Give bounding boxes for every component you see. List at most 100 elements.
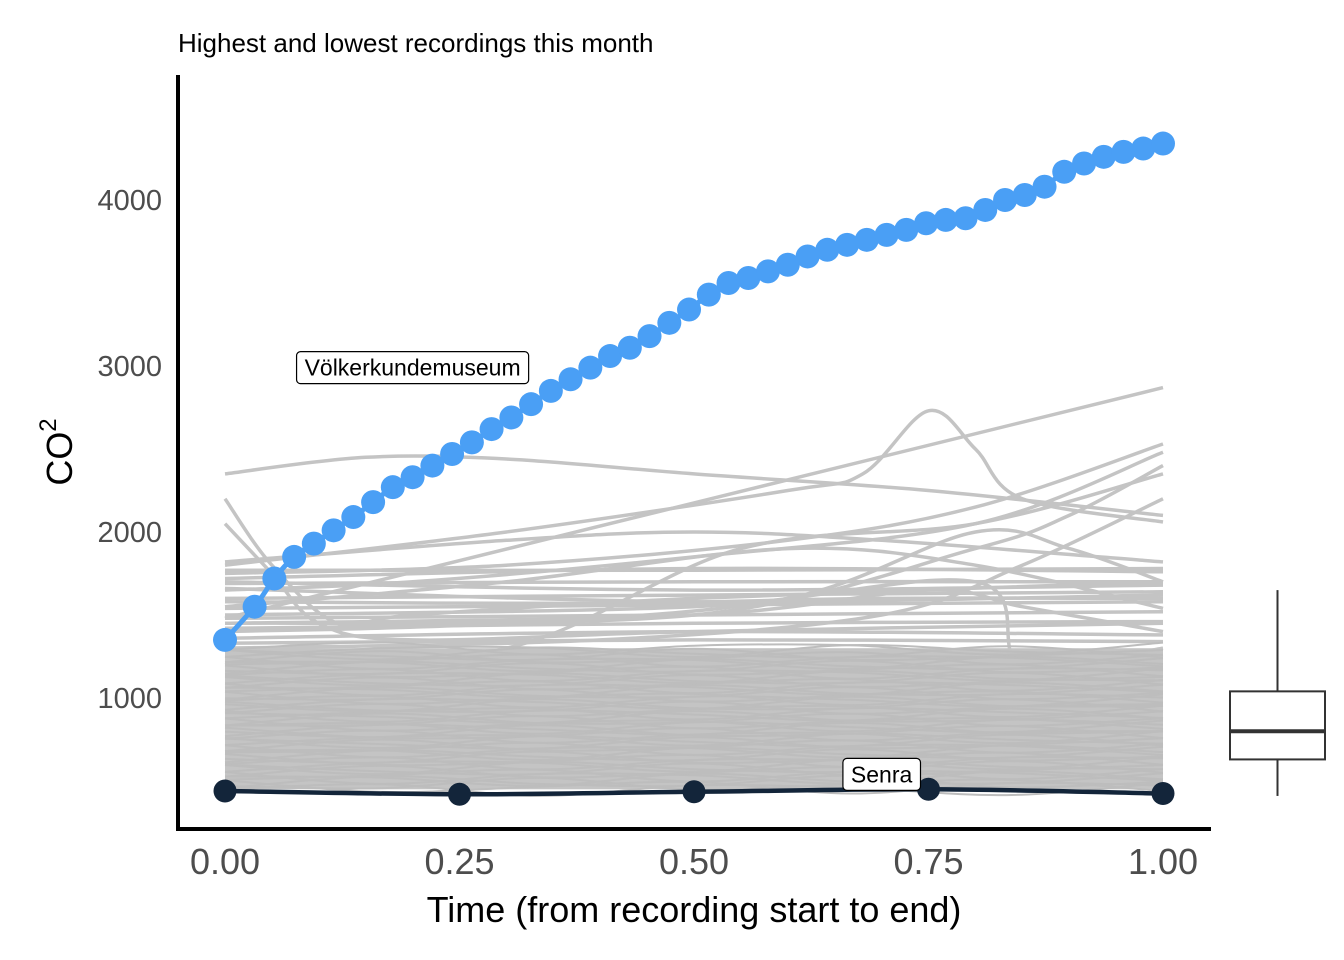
background-series-line — [224, 454, 1164, 518]
x-tick-label: 0.50 — [659, 841, 729, 882]
data-point — [1151, 131, 1175, 156]
annotation-text: Senra — [851, 761, 913, 787]
annotation-label: Senra — [842, 757, 922, 791]
data-point — [815, 237, 840, 262]
background-series-line — [224, 629, 1164, 640]
background-series-line — [224, 385, 1164, 620]
x-ticks: 0.00 0.25 0.50 0.75 1.00 — [190, 841, 1198, 882]
data-point — [459, 430, 484, 455]
data-point — [578, 355, 603, 380]
y-tick-label: 4000 — [97, 185, 162, 217]
data-point — [1052, 159, 1077, 184]
data-point — [213, 779, 237, 803]
background-series-line — [224, 566, 1164, 573]
data-point — [1131, 136, 1156, 161]
background-series-line — [224, 738, 1164, 754]
plot-area: Völkerkundemuseum Senra — [213, 131, 1175, 806]
annotation-box — [842, 757, 922, 791]
data-point — [617, 335, 642, 360]
background-lines — [223, 385, 1164, 670]
x-tick-label: 0.25 — [424, 841, 494, 882]
x-tick-label: 0.00 — [190, 841, 260, 882]
background-series-line — [224, 733, 1164, 750]
data-point — [1072, 151, 1097, 176]
data-point — [598, 344, 623, 369]
background-series-line — [224, 645, 1164, 661]
data-point — [835, 232, 860, 257]
data-point — [558, 367, 583, 392]
background-band — [224, 641, 1164, 797]
data-point — [519, 392, 544, 417]
x-tick-label: 0.75 — [893, 841, 963, 882]
y-tick-label: 3000 — [97, 351, 162, 383]
data-point — [282, 544, 307, 569]
data-point — [775, 252, 800, 277]
data-point — [716, 271, 741, 295]
boxplot-box — [1229, 690, 1326, 761]
data-point — [538, 378, 563, 403]
background-series-line — [224, 712, 1164, 727]
data-point — [682, 780, 706, 804]
background-series-line — [224, 530, 1164, 564]
data-point — [262, 566, 287, 591]
background-series-line — [224, 736, 1164, 750]
background-series-line — [224, 683, 1164, 699]
background-series-line — [224, 580, 1164, 592]
background-series-line — [224, 681, 1164, 697]
annotation-label: Völkerkundemuseum — [295, 351, 530, 385]
background-series-line — [224, 599, 1164, 611]
data-point — [301, 531, 326, 556]
data-point — [1032, 174, 1057, 199]
y-axis-label: CO2 — [35, 418, 80, 485]
data-point — [448, 782, 471, 806]
annotation-box — [295, 351, 530, 385]
data-point — [874, 222, 899, 247]
data-point — [854, 227, 879, 252]
data-point — [993, 188, 1018, 212]
data-point — [677, 297, 702, 322]
data-point — [1012, 183, 1037, 208]
background-series-line — [224, 653, 1164, 668]
series-senra — [213, 777, 1175, 806]
x-tick-label: 1.00 — [1128, 841, 1198, 882]
chart-title: Highest and lowest recordings this month — [178, 28, 653, 58]
y-tick-label: 1000 — [97, 683, 162, 715]
marginal-boxplot — [1229, 590, 1326, 796]
data-point — [420, 453, 445, 478]
background-series-line — [224, 588, 1164, 634]
background-series-line — [224, 647, 1164, 662]
data-point — [914, 211, 939, 236]
data-point — [380, 475, 405, 500]
y-tick-label: 2000 — [97, 517, 162, 549]
data-point — [795, 244, 820, 269]
y-ticks: 1000 2000 3000 4000 — [97, 185, 162, 715]
data-point — [953, 206, 978, 231]
data-point — [213, 627, 237, 652]
data-point — [1091, 144, 1116, 169]
background-series-line — [224, 707, 1164, 723]
data-point — [696, 282, 721, 307]
data-point — [440, 441, 465, 466]
data-point — [917, 777, 940, 801]
data-point — [499, 405, 524, 430]
data-point — [933, 207, 958, 232]
background-series-line — [224, 710, 1164, 725]
data-point — [1111, 139, 1136, 164]
background-series-line — [224, 641, 1164, 656]
series-layer — [213, 131, 1175, 806]
background-series-line — [224, 464, 1164, 626]
background-series-line — [224, 650, 1164, 666]
x-axis-label: Time (from recording start to end) — [427, 889, 962, 930]
background-series-line — [224, 715, 1164, 730]
data-point — [479, 417, 504, 442]
data-point — [736, 266, 761, 291]
background-series-line — [224, 586, 1164, 604]
background-series-line — [224, 680, 1164, 695]
data-point — [1151, 781, 1175, 805]
annotation-layer: Völkerkundemuseum Senra — [295, 351, 922, 791]
data-point — [657, 310, 682, 335]
background-series-line — [224, 643, 1164, 659]
data-point — [400, 465, 425, 490]
background-series-line — [224, 609, 1164, 621]
